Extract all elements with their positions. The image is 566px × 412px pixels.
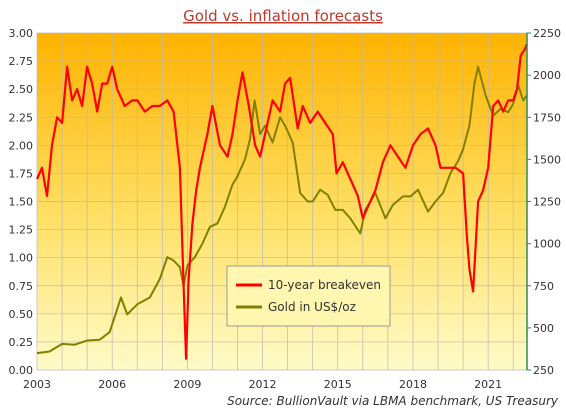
left-tick-label: 1.00 (9, 252, 34, 265)
right-axis-ticks: 250 500 750 1000 1250 1500 1750 2000 2250 (527, 27, 561, 377)
left-tick-label: 1.75 (9, 167, 34, 180)
right-tick-label: 1000 (533, 238, 561, 251)
left-tick-label: 1.50 (9, 196, 34, 209)
left-tick-label: 0.50 (9, 308, 34, 321)
right-tick-label: 2250 (533, 27, 561, 40)
right-tick-label: 1500 (533, 153, 561, 166)
series-line-gold (36, 65, 528, 355)
left-axis-ticks: 0.00 0.25 0.50 0.75 1.00 1.25 1.50 1.75 2.00 2.25… (9, 27, 34, 377)
right-tick-label: 1750 (533, 111, 561, 124)
left-tick-label: 2.00 (9, 139, 34, 152)
right-tick-label: 1250 (533, 196, 561, 209)
left-tick-label: 3.00 (9, 27, 34, 40)
x-tick-label: 2018 (399, 378, 427, 391)
left-tick-label: 0.25 (9, 336, 34, 349)
right-tick-label: 500 (533, 322, 554, 335)
legend-label-breakeven: 10-year breakeven (268, 278, 381, 292)
left-tick-label: 2.75 (9, 55, 34, 68)
x-tick-label: 2021 (474, 378, 502, 391)
x-tick-label: 2003 (23, 378, 51, 391)
legend-label-gold: Gold in US$/oz (268, 300, 356, 314)
right-tick-label: 750 (533, 280, 554, 293)
left-tick-label: 2.25 (9, 111, 34, 124)
legend: 10-year breakeven Gold in US$/oz (226, 265, 391, 327)
left-tick-label: 1.25 (9, 224, 34, 237)
x-tick-label: 2015 (324, 378, 352, 391)
chart-title: Gold vs. inflation forecasts (183, 7, 383, 25)
left-tick-label: 2.50 (9, 83, 34, 96)
x-tick-label: 2006 (98, 378, 126, 391)
legend-box (226, 265, 391, 327)
left-tick-label: 0.00 (9, 364, 34, 377)
x-tick-label: 2009 (173, 378, 201, 391)
right-tick-label: 2000 (533, 69, 561, 82)
left-tick-label: 0.75 (9, 280, 34, 293)
x-axis-ticks: 2003 2006 2009 2012 2015 2018 2021 (23, 378, 502, 391)
x-tick-label: 2012 (249, 378, 277, 391)
series-line-breakeven (35, 43, 529, 360)
right-tick-label: 250 (533, 364, 554, 377)
source-note: Source: BullionVault via LBMA benchmark,… (227, 394, 559, 408)
